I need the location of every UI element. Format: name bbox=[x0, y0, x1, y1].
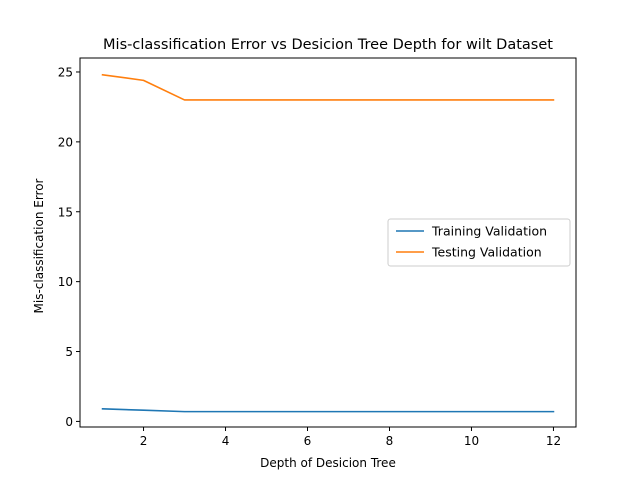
series-line-2 bbox=[101, 73, 555, 101]
legend-box bbox=[387, 218, 571, 267]
legend-label-1: Training Validation bbox=[431, 224, 547, 239]
x-tick-label: 12 bbox=[546, 434, 561, 448]
y-tick-label: 10 bbox=[58, 275, 73, 289]
y-tick-label: 15 bbox=[58, 205, 73, 219]
y-tick-label: 0 bbox=[65, 415, 73, 429]
series-line-1 bbox=[101, 408, 555, 413]
y-tick-label: 25 bbox=[58, 65, 73, 79]
x-tick-label: 4 bbox=[222, 434, 230, 448]
chart-title: Mis-classification Error vs Desicion Tre… bbox=[103, 37, 553, 53]
legend-label-2: Testing Validation bbox=[431, 245, 542, 260]
y-tick-label: 5 bbox=[65, 345, 73, 359]
y-tick-label: 20 bbox=[58, 135, 73, 149]
axes-frame bbox=[79, 57, 577, 428]
legend: Training Validation Testing Validation bbox=[387, 218, 571, 267]
x-tick-label: 6 bbox=[304, 434, 312, 448]
y-axis-title: Mis-classification Error bbox=[32, 178, 46, 313]
plot-area: 2 4 6 8 10 12 0 5 10 15 20 25 bbox=[58, 57, 577, 448]
x-axis-title: Depth of Desicion Tree bbox=[260, 456, 396, 470]
x-tick-label: 8 bbox=[386, 434, 394, 448]
x-tick-label: 10 bbox=[464, 434, 479, 448]
x-tick-label: 2 bbox=[140, 434, 148, 448]
